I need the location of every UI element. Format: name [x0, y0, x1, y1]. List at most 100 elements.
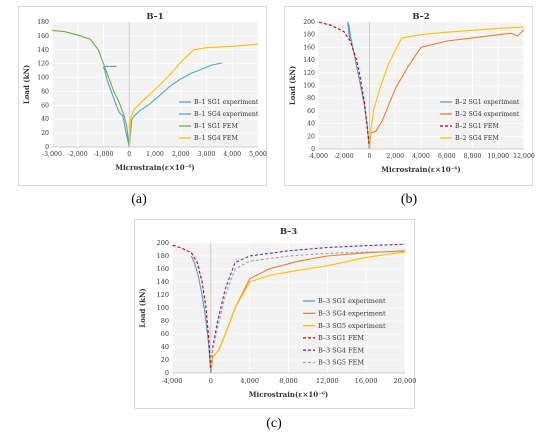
legend-entry: B–3 SG1 FEM [318, 334, 364, 342]
legend-entry: B–2 SG1 FEM [455, 123, 499, 130]
x-tick-label: -3,000 [42, 151, 62, 158]
y-tick-label: 40 [41, 116, 49, 123]
y-axis-label: Load (kN) [22, 65, 31, 104]
x-tick-label: -2,000 [68, 151, 88, 158]
x-tick-label: 12,000 [316, 377, 339, 385]
y-tick-label: 60 [41, 102, 49, 109]
x-tick-label: 2,000 [172, 151, 190, 158]
y-tick-label: 80 [41, 88, 49, 95]
x-tick-label: 5,000 [249, 151, 267, 158]
y-tick-label: 20 [41, 130, 49, 137]
series-line-2 [51, 29, 130, 148]
legend-entry: B–1 SG1 FEM [194, 123, 238, 130]
y-tick-label: 200 [303, 19, 315, 26]
x-tick-label: 0 [209, 377, 213, 385]
caption-c: (c) [266, 416, 282, 431]
y-tick-label: 100 [157, 304, 169, 312]
x-axis-label: Microstrain(ε×10⁻⁶) [249, 390, 328, 399]
x-tick-label: 4,000 [240, 377, 259, 385]
y-tick-label: 160 [157, 265, 169, 273]
y-tick-label: 40 [307, 121, 315, 128]
chart-b2-panel: 0 20 40 60 80 100 120 140 160 180 200 -4,000 -2,000 0… [284, 6, 535, 186]
x-tick-label: 3,000 [198, 151, 216, 158]
series-line-0 [102, 65, 130, 148]
chart-title: B–3 [280, 227, 297, 237]
x-tick-label: -1,000 [94, 151, 114, 158]
series-line-2 [210, 251, 406, 374]
x-tick-label: 20,000 [394, 377, 417, 385]
chart-b2-svg: 0 20 40 60 80 100 120 140 160 180 200 -4,000 -2,000 0… [288, 12, 535, 174]
series-line-1 [128, 62, 223, 148]
x-tick-label: 16,000 [355, 377, 378, 385]
x-tick-label: 4,000 [412, 153, 430, 160]
series-line-5 [210, 250, 406, 374]
y-tick-label: 180 [157, 252, 169, 260]
y-tick-label: 100 [303, 83, 315, 90]
series-line-2 [317, 21, 371, 150]
x-tick-label: 12,000 [513, 153, 535, 160]
x-axis-label: Microstrain(ε×10⁻⁶) [381, 165, 460, 174]
legend-entry: B–1 SG4 experiment [194, 111, 259, 118]
legend-entry: B–3 SG4 FEM [318, 346, 364, 354]
y-axis-label: Load (kN) [288, 66, 297, 105]
x-tick-label: 0 [127, 151, 131, 158]
y-tick-label: 0 [311, 146, 315, 153]
y-tick-label: 60 [307, 108, 315, 115]
x-tick-label: 1,000 [146, 151, 164, 158]
series-line-3 [368, 26, 525, 150]
series-line-3 [171, 244, 212, 374]
y-tick-label: 120 [157, 291, 169, 299]
chart-title: B–1 [146, 12, 163, 22]
series-line-3 [128, 43, 259, 148]
y-tick-label: 60 [161, 330, 169, 338]
legend-entry: B–2 SG4 FEM [455, 135, 499, 142]
y-tick-label: 120 [303, 70, 315, 77]
y-tick-label: 120 [37, 61, 49, 68]
series-line-1 [368, 29, 525, 150]
chart-b3-panel: 0 20 40 60 80 100 120 140 160 180 200 -4,000 0 4,000 8… [134, 219, 417, 409]
legend-entry: B–3 SG5 FEM [318, 359, 364, 367]
y-axis-label: Load (kN) [138, 288, 147, 327]
x-tick-label: 8,000 [464, 153, 482, 160]
chart-title: B–2 [412, 12, 429, 22]
legend-entry: B–3 SG1 experiment [318, 297, 386, 305]
y-tick-label: 140 [37, 47, 49, 54]
chart-b1-panel: 0 20 40 60 80 100 120 140 160 180 -3,000 -2,000 -1,0… [18, 6, 267, 186]
legend-entry: B–1 SG1 experiment [194, 99, 259, 106]
y-tick-label: 160 [37, 33, 49, 40]
x-tick-label: -4,000 [162, 377, 183, 385]
y-tick-label: 0 [165, 369, 169, 377]
x-tick-label: 4,000 [223, 151, 241, 158]
x-tick-label: 10,000 [487, 153, 509, 160]
legend-entry: B–3 SG4 experiment [318, 310, 386, 318]
x-tick-label: 0 [368, 153, 372, 160]
y-tick-label: 180 [303, 32, 315, 39]
y-tick-label: 140 [157, 278, 169, 286]
y-tick-label: 180 [37, 19, 49, 26]
y-tick-label: 100 [37, 75, 49, 82]
x-tick-label: 2,000 [386, 153, 404, 160]
legend-entry: B–2 SG4 experiment [455, 111, 520, 118]
legend-entry: B–2 SG1 experiment [455, 99, 520, 106]
x-tick-label: -4,000 [308, 153, 328, 160]
y-tick-label: 20 [307, 133, 315, 140]
y-tick-label: 200 [157, 239, 169, 247]
legend-entry: B–1 SG4 FEM [194, 135, 238, 142]
y-tick-label: 160 [303, 44, 315, 51]
x-tick-label: -2,000 [334, 153, 354, 160]
x-tick-label: 8,000 [279, 377, 298, 385]
caption-b: (b) [400, 192, 418, 207]
caption-a: (a) [131, 192, 147, 207]
y-tick-label: 20 [161, 356, 169, 364]
legend-entry: B–3 SG5 experiment [318, 322, 386, 330]
y-tick-label: 40 [161, 343, 169, 351]
y-tick-label: 80 [307, 95, 315, 102]
series-line-4 [210, 243, 406, 374]
y-tick-label: 80 [161, 317, 169, 325]
y-tick-label: 140 [303, 57, 315, 64]
chart-b1-svg: 0 20 40 60 80 100 120 140 160 180 -3,000 -2,000 -1,0… [22, 12, 267, 172]
x-axis-label: Microstrain(ε×10⁻⁶) [115, 163, 194, 172]
y-tick-label: 0 [45, 144, 49, 151]
x-tick-label: 6,000 [438, 153, 456, 160]
